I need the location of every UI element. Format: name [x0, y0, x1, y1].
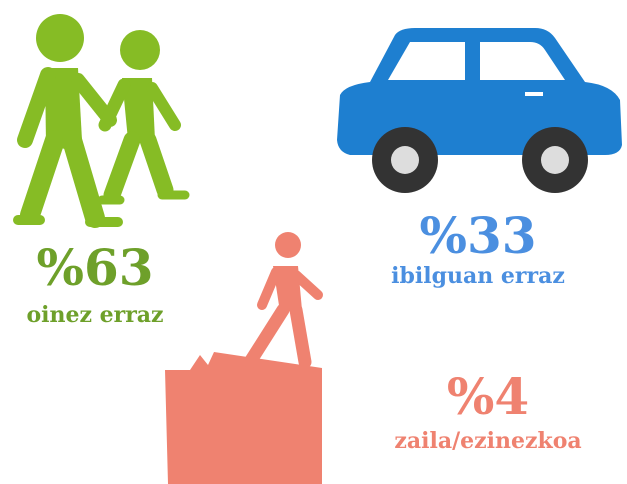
- cliff-icon: [165, 232, 322, 484]
- percent-label: %4: [447, 367, 529, 426]
- walkers-icon: [18, 14, 185, 222]
- caption: oinez erraz: [26, 302, 163, 328]
- percent-label: %33: [419, 206, 536, 265]
- car-icon: [337, 28, 622, 193]
- caption: zaila/ezinezkoa: [394, 428, 581, 454]
- percent-label: %63: [36, 238, 153, 297]
- page: %63 oinez erraz %33 ibilguan erraz %4 za…: [0, 0, 627, 484]
- caption: ibilguan erraz: [391, 263, 565, 289]
- infographic: %63 oinez erraz %33 ibilguan erraz %4 za…: [0, 0, 627, 484]
